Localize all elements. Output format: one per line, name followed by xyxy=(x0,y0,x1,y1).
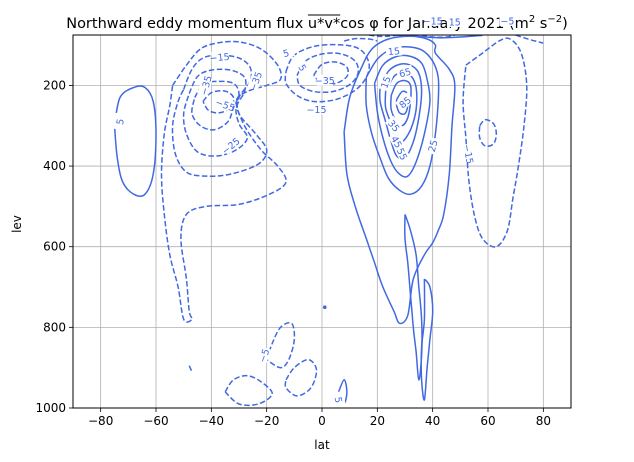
svg-text:15: 15 xyxy=(387,46,400,58)
contour-neg-5-tropics-sfc xyxy=(224,374,273,407)
svg-text:−15: −15 xyxy=(306,105,326,116)
contour-label: 15 xyxy=(377,72,394,92)
x-tick-label: −60 xyxy=(143,414,168,428)
x-tick-label: −40 xyxy=(199,414,224,428)
contour-pos-5-south-pole xyxy=(113,85,157,198)
svg-text:25: 25 xyxy=(427,139,441,154)
contour-pos-85-north xyxy=(395,90,410,115)
y-axis-ticks: 200 400 600 800 1000 xyxy=(35,78,73,415)
contour-neg-15-stratosphere-n xyxy=(421,35,455,39)
svg-text:−55: −55 xyxy=(214,97,237,114)
contour-label: −25 xyxy=(220,136,242,157)
svg-text:−5: −5 xyxy=(257,347,272,364)
y-tick-label: 200 xyxy=(43,78,66,92)
contour-label: 5 xyxy=(112,112,127,131)
plot-area: 5−15−35 −35−55−2555−35−151565158535455525… xyxy=(72,14,572,409)
svg-text:55: 55 xyxy=(394,147,409,163)
contour-neg-25-south xyxy=(182,68,249,157)
contour-label: 35 xyxy=(384,115,404,136)
contour-pos-5-north-surface xyxy=(420,278,434,401)
contour-labels: 5−15−35 −35−55−2555−35−151565158535455525… xyxy=(112,14,516,409)
contour-label: 5 xyxy=(332,390,346,409)
y-tick-label: 800 xyxy=(43,320,66,334)
contour-label: 15 xyxy=(446,16,463,29)
svg-text:−15: −15 xyxy=(423,16,443,27)
contour-neg-5-tropics-low xyxy=(284,358,318,397)
svg-text:−35: −35 xyxy=(315,76,335,87)
x-tick-label: 0 xyxy=(318,414,326,428)
svg-text:5: 5 xyxy=(115,118,127,126)
svg-text:5: 5 xyxy=(282,48,291,60)
y-tick-label: 400 xyxy=(43,159,66,173)
x-tick-label: 80 xyxy=(536,414,551,428)
contour-label: 65 xyxy=(395,64,415,81)
svg-text:−5: −5 xyxy=(500,16,514,27)
x-tick-label: 60 xyxy=(480,414,495,428)
markers xyxy=(322,305,327,309)
svg-text:65: 65 xyxy=(398,67,413,81)
svg-text:−35: −35 xyxy=(248,70,265,93)
x-tick-label: −20 xyxy=(254,414,279,428)
svg-text:35: 35 xyxy=(385,118,401,134)
contour-label: −15 xyxy=(306,103,327,116)
contour-pos-5-north-lower xyxy=(404,214,423,381)
contour-neg-5-small-south xyxy=(188,365,193,373)
x-tick-label: −80 xyxy=(88,414,113,428)
contour-label: 55 xyxy=(394,144,412,164)
contour-label: 5 xyxy=(276,45,296,60)
x-axis-label: lat xyxy=(314,438,330,452)
contour-label: 15 xyxy=(385,44,403,58)
contour-label: 25 xyxy=(424,136,441,155)
title-unit-mid: s xyxy=(535,16,547,32)
contour-label: −55 xyxy=(214,96,237,114)
contour-neg-5-pole-top xyxy=(515,35,544,44)
title-unit-sup2: −2 xyxy=(547,14,562,25)
x-tick-label: 40 xyxy=(425,414,440,428)
svg-text:15: 15 xyxy=(449,18,461,29)
contour-label: −15 xyxy=(460,143,476,165)
contour-neg-5-strat-top xyxy=(343,37,378,42)
contour-pos-5-north xyxy=(343,35,456,325)
svg-text:5: 5 xyxy=(295,63,308,74)
chart-title: Northward eddy momentum flux u*v*cos φ f… xyxy=(66,14,568,32)
title-unit-sup1: 2 xyxy=(529,14,535,25)
svg-text:−35: −35 xyxy=(199,75,215,97)
contour-neg-5-north xyxy=(462,37,528,248)
contour-label: −35 xyxy=(315,74,335,87)
point-marker xyxy=(322,305,327,309)
contour-label: −35 xyxy=(247,70,265,93)
contour-label: −5 xyxy=(255,346,272,365)
contours xyxy=(113,35,544,407)
svg-text:−25: −25 xyxy=(220,136,242,157)
svg-text:−15: −15 xyxy=(209,52,230,65)
contour-neg-15-north xyxy=(478,118,498,148)
title-overbar-term: u*v* xyxy=(308,16,340,32)
x-axis-ticks: −80 −60 −40 −20 0 20 40 60 80 xyxy=(88,408,551,428)
contour-label: −5 xyxy=(499,14,516,27)
contour-neg-5-south-outer xyxy=(160,40,287,323)
contour-neg-15-south xyxy=(171,54,268,177)
x-tick-label: 20 xyxy=(370,414,385,428)
svg-text:15: 15 xyxy=(379,75,393,90)
y-axis-label: lev xyxy=(10,215,24,233)
contour-neg-35-south xyxy=(191,80,240,131)
contour-label: −35 xyxy=(197,75,215,97)
contour-neg-5-tropics-mid xyxy=(265,321,296,369)
svg-text:5: 5 xyxy=(332,396,344,404)
y-tick-label: 600 xyxy=(43,240,66,254)
y-tick-label: 1000 xyxy=(35,401,66,415)
contour-neg-5-tropics xyxy=(284,43,371,103)
contour-neg-15-tropics xyxy=(296,52,360,94)
contour-label: −15 xyxy=(423,14,443,27)
title-suffix: ) xyxy=(562,16,568,32)
contour-label: −15 xyxy=(209,50,230,65)
contour-pos-25-north xyxy=(373,54,431,178)
contour-label: 5 xyxy=(294,57,312,78)
svg-text:−15: −15 xyxy=(460,143,474,165)
title-prefix: Northward eddy momentum flux xyxy=(66,16,308,32)
